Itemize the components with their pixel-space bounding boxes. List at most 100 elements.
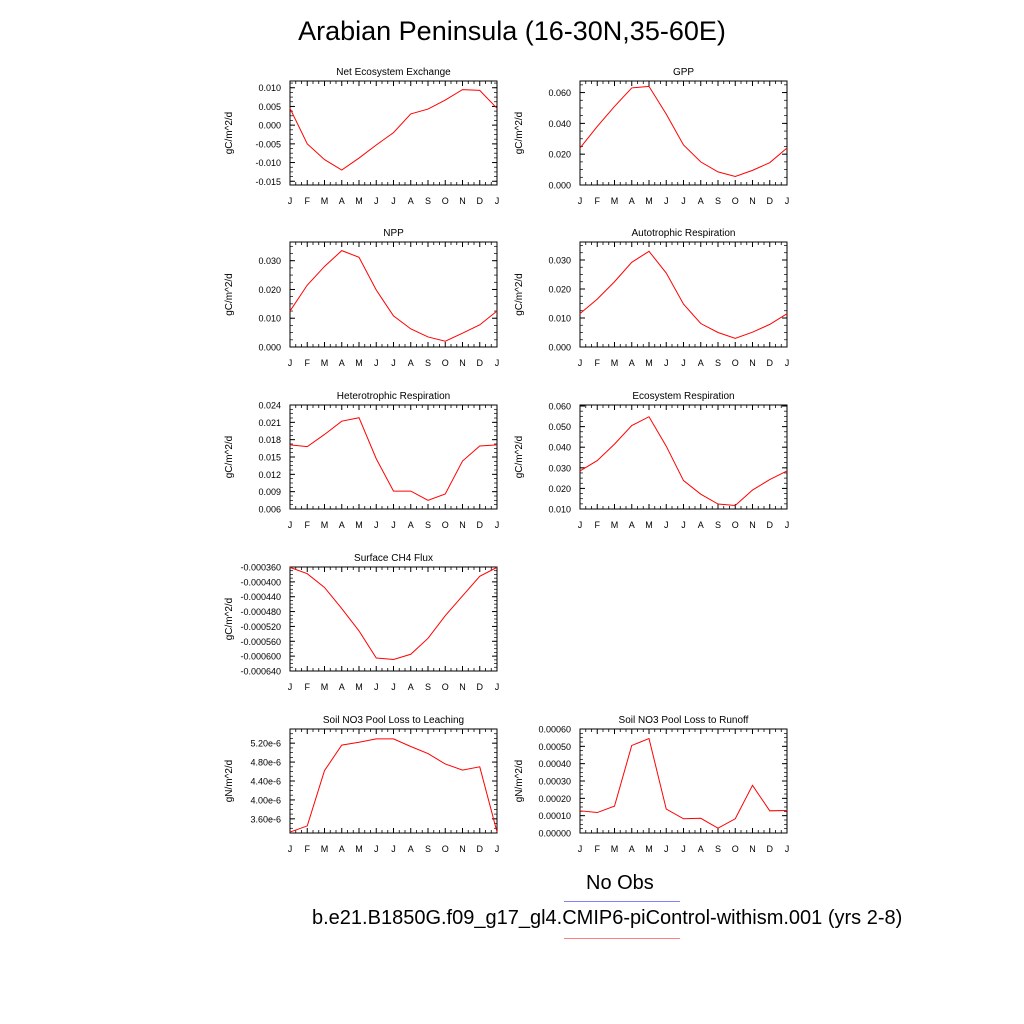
y-axis-label: gC/m^2/d	[514, 273, 525, 316]
x-tick-label: M	[355, 844, 363, 854]
x-tick-label: A	[698, 358, 704, 368]
x-tick-label: M	[645, 520, 653, 530]
x-tick-label: J	[495, 196, 500, 206]
x-tick-label: J	[578, 520, 583, 530]
x-tick-label: N	[459, 358, 466, 368]
chart-title: GPP	[673, 67, 694, 78]
page-title: Arabian Peninsula (16-30N,35-60E)	[298, 16, 726, 46]
y-tick-label: 0.040	[548, 443, 571, 453]
y-tick-label: -0.010	[255, 158, 281, 168]
plot-frame	[579, 728, 788, 834]
x-tick-label: N	[459, 520, 466, 530]
x-tick-label: D	[767, 196, 774, 206]
x-tick-label: J	[288, 520, 293, 530]
x-tick-label: M	[611, 520, 619, 530]
x-tick-label: J	[664, 844, 669, 854]
legend-label-model: b.e21.B1850G.f09_g17_gl4.CMIP6-piControl…	[312, 907, 903, 929]
series-line	[579, 416, 788, 507]
x-tick-label: A	[629, 358, 635, 368]
y-tick-label: 0.010	[258, 314, 281, 324]
y-tick-label: 0.020	[258, 285, 281, 295]
x-tick-label: O	[442, 682, 449, 692]
x-tick-label: M	[321, 196, 329, 206]
x-tick-label: N	[459, 682, 466, 692]
y-axis-label: gC/m^2/d	[514, 436, 525, 479]
y-tick-label: 0.018	[258, 435, 281, 445]
x-tick-label: J	[664, 196, 669, 206]
x-tick-label: D	[477, 358, 484, 368]
y-tick-label: 0.020	[548, 284, 571, 294]
x-tick-label: J	[664, 520, 669, 530]
x-tick-label: F	[595, 520, 601, 530]
x-tick-label: J	[785, 358, 790, 368]
y-tick-label: 0.00010	[538, 811, 571, 821]
y-tick-label: 0.010	[548, 313, 571, 323]
series-line	[579, 737, 788, 829]
x-tick-label: J	[785, 196, 790, 206]
x-tick-label: D	[767, 844, 774, 854]
x-tick-label: M	[321, 520, 329, 530]
y-tick-label: 0.005	[258, 102, 281, 112]
y-tick-label: 0.009	[258, 487, 281, 497]
x-tick-label: J	[374, 520, 379, 530]
x-tick-label: M	[321, 682, 329, 692]
y-axis-label: gC/m^2/d	[514, 112, 525, 155]
y-axis-label: gC/m^2/d	[224, 436, 235, 479]
y-tick-label: 0.00000	[538, 829, 571, 839]
x-tick-label: O	[732, 520, 739, 530]
y-tick-label: -0.000600	[240, 652, 281, 662]
x-tick-label: O	[442, 358, 449, 368]
y-tick-label: 0.030	[258, 256, 281, 266]
x-tick-label: J	[578, 196, 583, 206]
y-tick-label: 4.00e-6	[250, 795, 281, 805]
chart-title: Net Ecosystem Exchange	[336, 67, 451, 78]
series-line	[579, 85, 788, 178]
y-tick-label: 0.030	[548, 255, 571, 265]
chart-title: Soil NO3 Pool Loss to Runoff	[619, 715, 749, 726]
y-tick-label: 0.010	[548, 505, 571, 515]
x-tick-label: A	[408, 682, 414, 692]
x-tick-label: J	[288, 358, 293, 368]
x-tick-label: S	[425, 682, 431, 692]
x-tick-label: O	[732, 358, 739, 368]
x-tick-label: F	[305, 358, 311, 368]
x-tick-label: J	[374, 682, 379, 692]
x-tick-label: J	[391, 520, 396, 530]
series-line	[289, 250, 498, 342]
chart-title: Surface CH4 Flux	[354, 553, 433, 564]
x-tick-label: D	[477, 844, 484, 854]
x-tick-label: S	[425, 358, 431, 368]
x-tick-label: J	[578, 358, 583, 368]
y-tick-label: 0.040	[548, 119, 571, 129]
y-tick-label: 0.030	[548, 463, 571, 473]
x-tick-label: S	[715, 520, 721, 530]
x-tick-label: M	[355, 358, 363, 368]
y-tick-label: 0.00030	[538, 777, 571, 787]
series-line	[289, 738, 498, 833]
x-tick-label: F	[595, 196, 601, 206]
y-tick-label: -0.000520	[240, 622, 281, 632]
x-tick-label: J	[785, 844, 790, 854]
x-tick-label: O	[732, 844, 739, 854]
y-tick-label: 0.000	[548, 343, 571, 353]
x-tick-label: M	[645, 844, 653, 854]
y-axis-label: gC/m^2/d	[224, 598, 235, 641]
legend-line-obs	[564, 901, 680, 902]
x-tick-label: J	[664, 358, 669, 368]
y-tick-label: -0.000400	[240, 577, 281, 587]
y-tick-label: 4.40e-6	[250, 777, 281, 787]
x-tick-label: A	[698, 520, 704, 530]
y-tick-label: 0.015	[258, 453, 281, 463]
x-tick-label: O	[442, 520, 449, 530]
x-tick-label: O	[442, 196, 449, 206]
x-tick-label: S	[715, 196, 721, 206]
x-tick-label: J	[391, 682, 396, 692]
x-tick-label: J	[681, 196, 686, 206]
y-tick-label: 0.000	[548, 181, 571, 191]
